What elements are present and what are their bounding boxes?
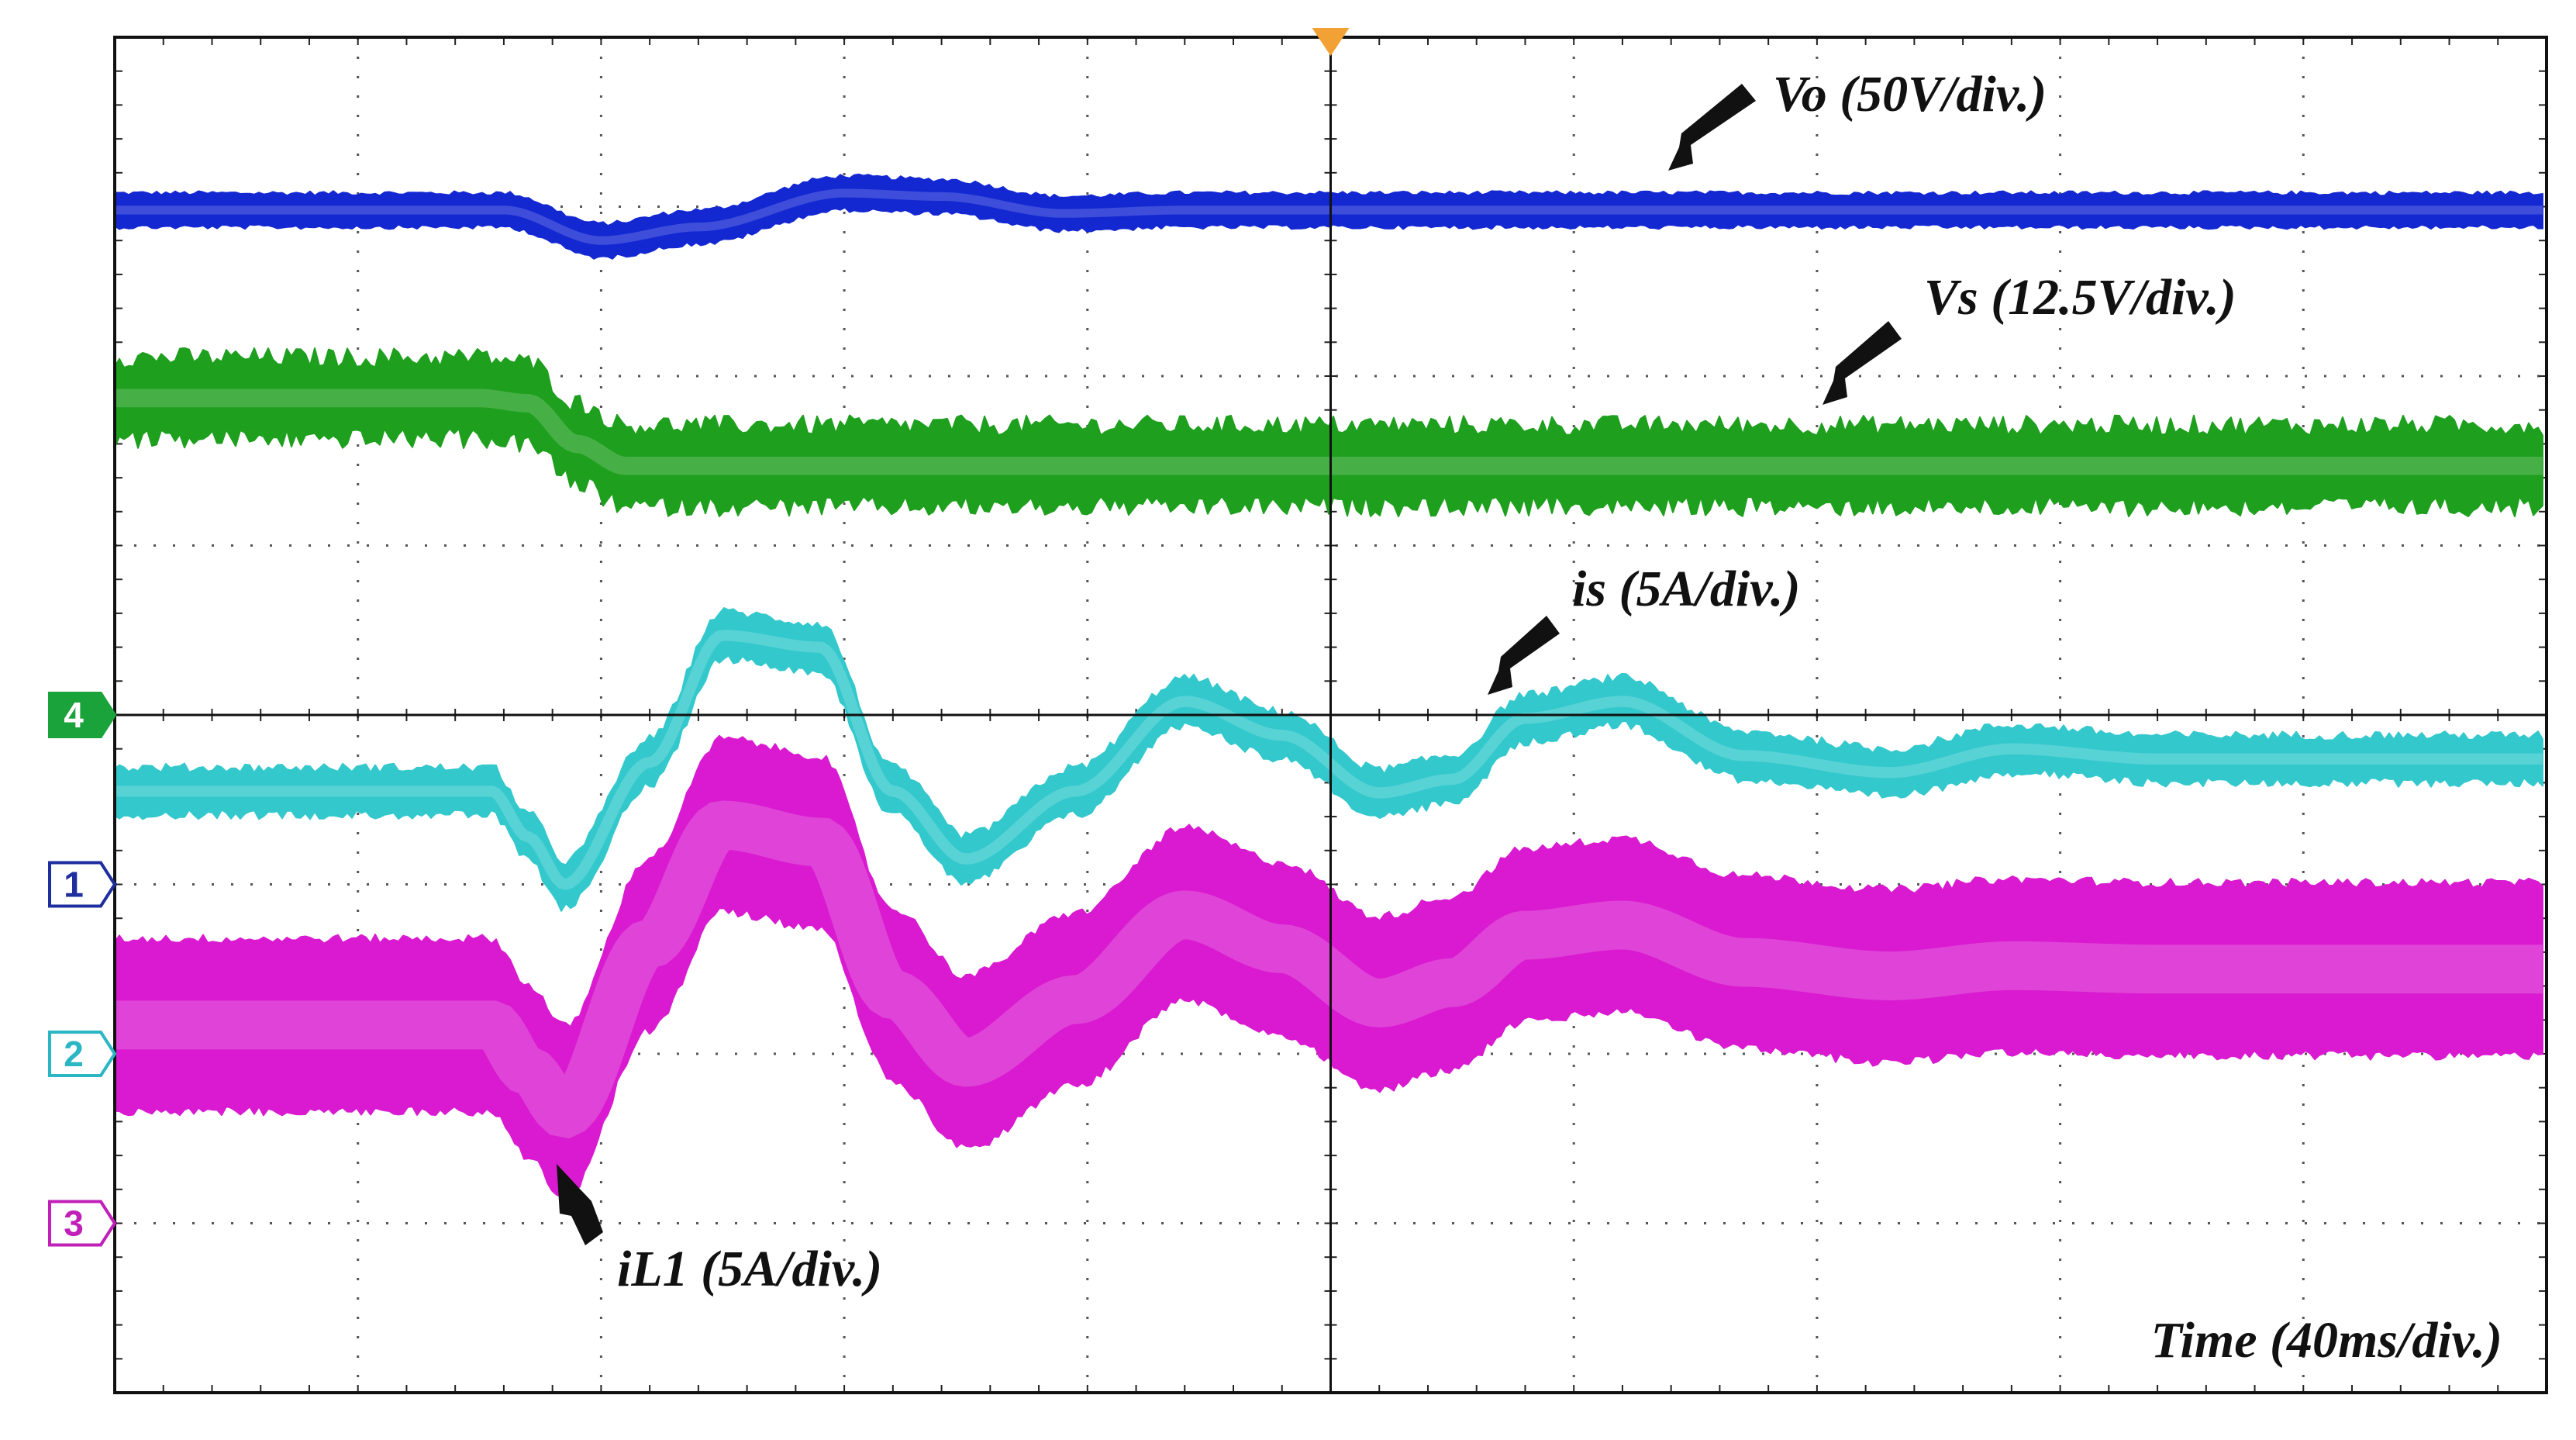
- trace-band-vs: [114, 347, 2543, 518]
- label-il1: iL1 (5A/div.): [617, 1241, 882, 1297]
- arrow-vo: [1668, 84, 1756, 171]
- trace-highlight-is: [115, 630, 2543, 890]
- channel-markers: 4 1 2 3: [48, 692, 117, 1247]
- arrow-il1: [557, 1164, 603, 1245]
- channel-marker-1: 1: [48, 861, 117, 908]
- time-scale-label: Time (40ms/div.): [2151, 1312, 2502, 1369]
- trace-area: [114, 173, 2543, 1203]
- channel-marker-2: 2: [48, 1031, 117, 1077]
- trace-highlight-il1: [115, 800, 2543, 1139]
- trace-band-is: [114, 606, 2543, 912]
- trace-vo: [114, 173, 2543, 260]
- channel-marker-shape-1: [48, 861, 117, 908]
- trace-highlight-vo: [115, 188, 2543, 245]
- label-is: is (5A/div.): [1572, 561, 1801, 617]
- channel-marker-label-1: 1: [64, 865, 84, 905]
- trace-band-il1: [114, 734, 2543, 1203]
- trace-is: [114, 606, 2543, 912]
- channel-marker-label-3: 3: [64, 1203, 84, 1244]
- trace-il1: [114, 734, 2543, 1203]
- annotation-arrows: [557, 84, 1902, 1245]
- channel-marker-4: 4: [48, 692, 117, 738]
- trace-band-vo: [114, 173, 2543, 260]
- trace-highlight-vs: [115, 388, 2543, 475]
- channel-marker-shape-3: [48, 1200, 117, 1247]
- trace-vs: [114, 347, 2543, 518]
- channel-marker-label-4: 4: [64, 695, 84, 735]
- channel-marker-shape-2: [48, 1031, 117, 1077]
- arrow-is: [1488, 616, 1560, 695]
- label-vo: Vo (50V/div.): [1773, 66, 2047, 123]
- channel-marker-shape-4: [48, 692, 117, 738]
- channel-marker-3: 3: [48, 1200, 117, 1247]
- arrow-vs: [1823, 321, 1902, 405]
- trigger-arrow: [1312, 28, 1350, 56]
- label-vs: Vs (12.5V/div.): [1924, 269, 2236, 326]
- channel-marker-label-2: 2: [64, 1034, 84, 1074]
